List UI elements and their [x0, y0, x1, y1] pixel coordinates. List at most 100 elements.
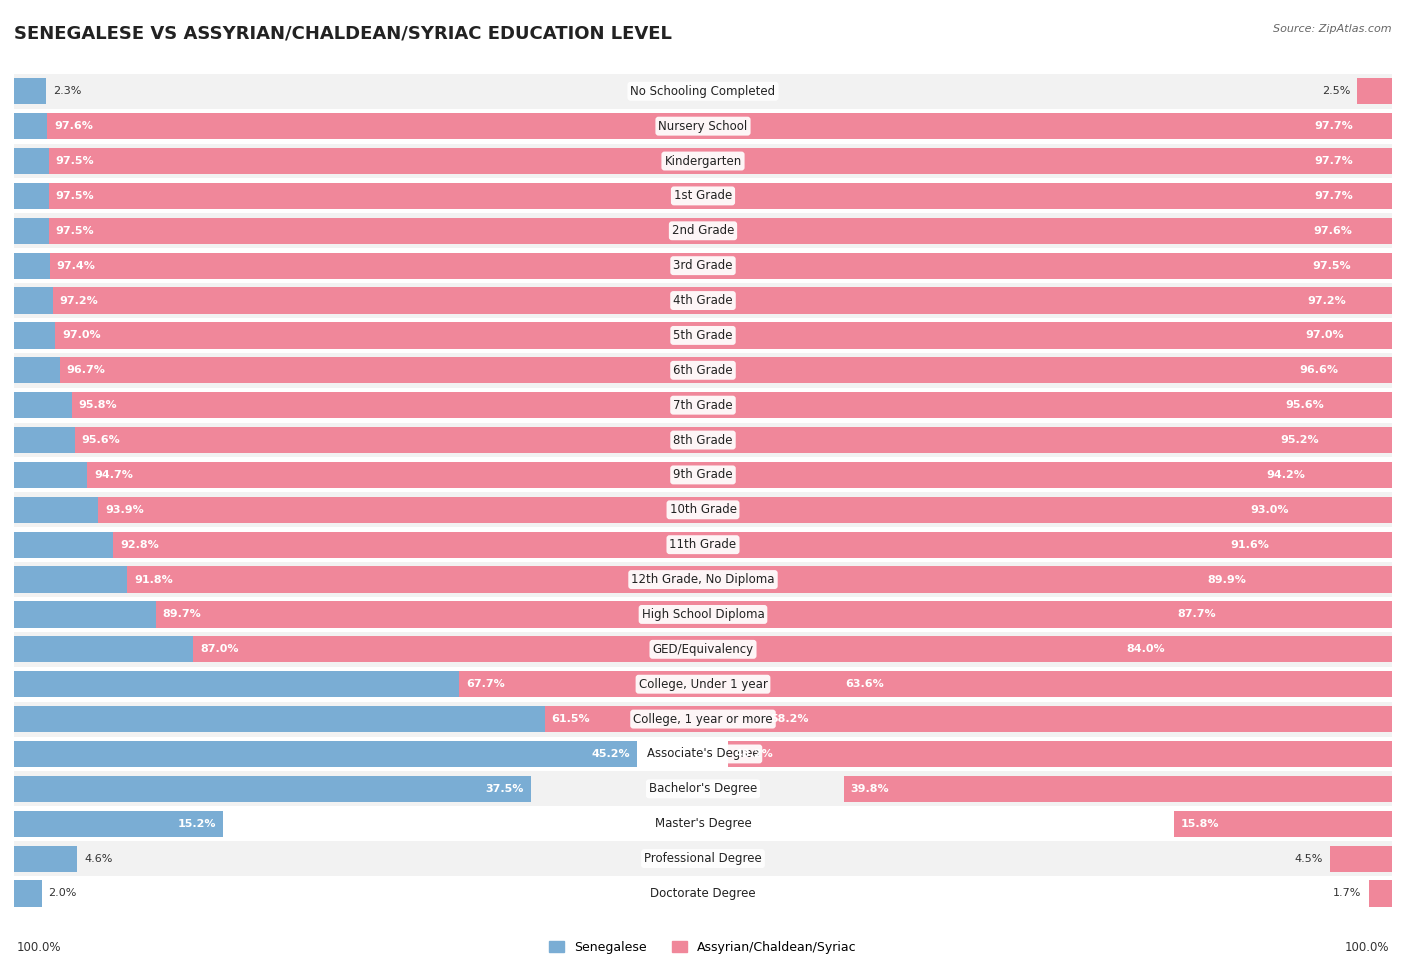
Text: 97.7%: 97.7%	[1315, 156, 1354, 166]
Text: 95.2%: 95.2%	[1281, 435, 1319, 445]
Text: Bachelor's Degree: Bachelor's Degree	[650, 782, 756, 796]
Bar	[48, 183, 1392, 209]
Bar	[14, 597, 1392, 632]
Bar	[14, 667, 1392, 702]
Bar	[14, 602, 1222, 628]
Bar	[1368, 880, 1392, 907]
Text: 95.8%: 95.8%	[79, 400, 118, 410]
Text: Nursery School: Nursery School	[658, 120, 748, 133]
Bar	[728, 741, 1392, 767]
Bar	[87, 462, 1392, 488]
Text: 4.6%: 4.6%	[84, 853, 112, 864]
Text: 67.7%: 67.7%	[465, 680, 505, 689]
Text: 97.2%: 97.2%	[1308, 295, 1347, 305]
Bar	[14, 318, 1392, 353]
Bar	[49, 253, 1392, 279]
Text: 1st Grade: 1st Grade	[673, 189, 733, 203]
Bar	[156, 602, 1392, 628]
Bar	[48, 148, 1392, 175]
Bar	[14, 249, 1392, 283]
Bar	[14, 563, 1392, 597]
Bar	[14, 178, 1392, 214]
Text: 93.0%: 93.0%	[1250, 505, 1289, 515]
Text: 3rd Grade: 3rd Grade	[673, 259, 733, 272]
Bar	[98, 496, 1392, 523]
Text: High School Diploma: High School Diploma	[641, 608, 765, 621]
Bar	[14, 253, 1358, 279]
Text: 97.0%: 97.0%	[1305, 331, 1344, 340]
Text: 63.6%: 63.6%	[845, 680, 883, 689]
Text: 1.7%: 1.7%	[1333, 888, 1361, 899]
Bar	[14, 183, 1360, 209]
Bar	[14, 776, 531, 801]
Text: 94.7%: 94.7%	[94, 470, 132, 480]
Text: 96.7%: 96.7%	[66, 366, 105, 375]
Bar	[55, 323, 1392, 348]
Text: 97.5%: 97.5%	[55, 191, 94, 201]
Bar	[14, 876, 1392, 911]
Text: Professional Degree: Professional Degree	[644, 852, 762, 865]
Text: 97.2%: 97.2%	[59, 295, 98, 305]
Text: 97.5%: 97.5%	[55, 156, 94, 166]
Bar	[14, 388, 1392, 422]
Text: 92.8%: 92.8%	[120, 540, 159, 550]
Bar	[52, 288, 1392, 314]
Bar	[14, 531, 1277, 558]
Bar	[14, 148, 1360, 175]
Text: 95.6%: 95.6%	[82, 435, 121, 445]
Text: Kindergarten: Kindergarten	[665, 154, 741, 168]
Bar	[14, 109, 1392, 143]
Bar	[14, 427, 1326, 453]
Text: 89.7%: 89.7%	[163, 609, 201, 619]
Text: 4.5%: 4.5%	[1295, 853, 1323, 864]
Text: 61.5%: 61.5%	[551, 714, 591, 724]
Text: 91.6%: 91.6%	[1230, 540, 1270, 550]
Text: College, Under 1 year: College, Under 1 year	[638, 678, 768, 690]
Bar	[14, 392, 1331, 418]
Text: 95.6%: 95.6%	[1285, 400, 1324, 410]
Bar	[72, 392, 1392, 418]
Bar	[14, 353, 1392, 388]
Text: 2nd Grade: 2nd Grade	[672, 224, 734, 237]
Bar	[14, 288, 1354, 314]
Text: 97.7%: 97.7%	[1315, 121, 1354, 132]
Bar	[14, 741, 637, 767]
Bar	[14, 283, 1392, 318]
Text: 97.5%: 97.5%	[1312, 260, 1351, 271]
Bar	[14, 527, 1392, 563]
Bar	[48, 217, 1392, 244]
Text: Source: ZipAtlas.com: Source: ZipAtlas.com	[1274, 24, 1392, 34]
Text: 97.0%: 97.0%	[62, 331, 101, 340]
Bar	[14, 422, 1392, 457]
Bar	[14, 143, 1392, 178]
Bar	[14, 323, 1351, 348]
Bar	[544, 706, 1392, 732]
Bar	[14, 457, 1392, 492]
Text: 12th Grade, No Diploma: 12th Grade, No Diploma	[631, 573, 775, 586]
Text: 2.5%: 2.5%	[1322, 86, 1351, 97]
Text: 15.2%: 15.2%	[179, 819, 217, 829]
Text: 87.0%: 87.0%	[200, 644, 239, 654]
Bar	[1174, 810, 1392, 837]
Text: 100.0%: 100.0%	[17, 941, 62, 955]
Text: 87.7%: 87.7%	[1177, 609, 1216, 619]
Text: 97.4%: 97.4%	[56, 260, 96, 271]
Bar	[1358, 78, 1392, 104]
Bar	[14, 496, 1295, 523]
Bar	[14, 671, 890, 697]
Text: 100.0%: 100.0%	[1344, 941, 1389, 955]
Bar	[14, 357, 1346, 383]
Text: 39.8%: 39.8%	[851, 784, 889, 794]
Text: Associate's Degree: Associate's Degree	[647, 748, 759, 760]
Text: 37.5%: 37.5%	[485, 784, 524, 794]
Bar	[14, 845, 77, 872]
Text: 2.0%: 2.0%	[48, 888, 77, 899]
Bar	[14, 810, 224, 837]
Text: 15.8%: 15.8%	[1181, 819, 1219, 829]
Text: Master's Degree: Master's Degree	[655, 817, 751, 831]
Text: 7th Grade: 7th Grade	[673, 399, 733, 411]
Bar	[114, 531, 1392, 558]
Text: Doctorate Degree: Doctorate Degree	[650, 887, 756, 900]
Text: 6th Grade: 6th Grade	[673, 364, 733, 376]
Text: 97.6%: 97.6%	[53, 121, 93, 132]
